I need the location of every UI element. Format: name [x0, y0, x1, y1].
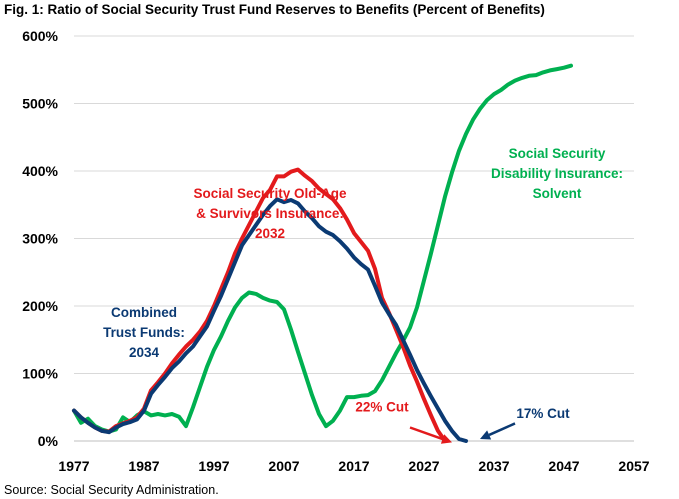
- x-tick-label: 2007: [268, 458, 299, 474]
- x-tick-label: 2037: [478, 458, 509, 474]
- annotation-combined_label-line-2: 2034: [129, 345, 160, 360]
- annotation-cut17_label-line-0: 17% Cut: [516, 406, 570, 421]
- y-tick-label: 400%: [22, 163, 58, 179]
- series-line-di: [72, 63, 573, 434]
- x-tick-label: 1987: [128, 458, 159, 474]
- cut17_arrow-head: [480, 430, 492, 440]
- y-tick-label: 600%: [22, 28, 58, 44]
- y-tick-label: 200%: [22, 298, 58, 314]
- annotation-di_label-line-2: Solvent: [533, 186, 582, 201]
- annotation-arrows: [409, 422, 516, 444]
- series-line-combined: [72, 197, 468, 443]
- y-tick-label: 500%: [22, 96, 58, 112]
- annotation-cut22_label-line-0: 22% Cut: [355, 399, 409, 414]
- y-tick-label: 100%: [22, 366, 58, 382]
- y-tick-label: 300%: [22, 231, 58, 247]
- annotation-combined_label-line-1: Trust Funds:: [103, 325, 185, 340]
- cut17_arrow-shaft: [488, 422, 516, 437]
- annotation-di_label-line-0: Social Security: [509, 146, 606, 161]
- x-tick-label: 1977: [58, 458, 89, 474]
- annotation-di_label-line-1: Disability Insurance:: [491, 166, 623, 181]
- cut22_arrow-shaft: [409, 426, 443, 441]
- gridlines: [74, 35, 634, 374]
- x-tick-label: 2057: [618, 458, 649, 474]
- source-note: Source: Social Security Administration.: [4, 483, 219, 497]
- x-tick-label: 2017: [338, 458, 369, 474]
- chart-title: Fig. 1: Ratio of Social Security Trust F…: [4, 2, 545, 17]
- x-tick-label: 2047: [548, 458, 579, 474]
- x-tick-label: 1997: [198, 458, 229, 474]
- annotation-oasi_label-line-0: Social Security Old-Age: [193, 186, 347, 201]
- x-tick-label: 2027: [408, 458, 439, 474]
- annotation-combined_label-line-0: Combined: [111, 305, 177, 320]
- cut22_arrow-head: [440, 434, 452, 444]
- x-axis-tick-labels: 1977 1987 1997 2007 2017 2027 2037 2047 2057: [58, 458, 649, 474]
- y-tick-label: 0%: [38, 433, 59, 449]
- annotation-oasi_label-line-2: 2032: [255, 226, 285, 241]
- annotation-labels: Social Security Old-Age & Survivors Insur…: [103, 146, 623, 421]
- series-lines: [72, 63, 573, 443]
- annotation-oasi_label-line-1: & Survivors Insurance:: [196, 206, 344, 221]
- y-axis-tick-labels: 0% 100% 200% 300% 400% 500% 600%: [22, 28, 58, 449]
